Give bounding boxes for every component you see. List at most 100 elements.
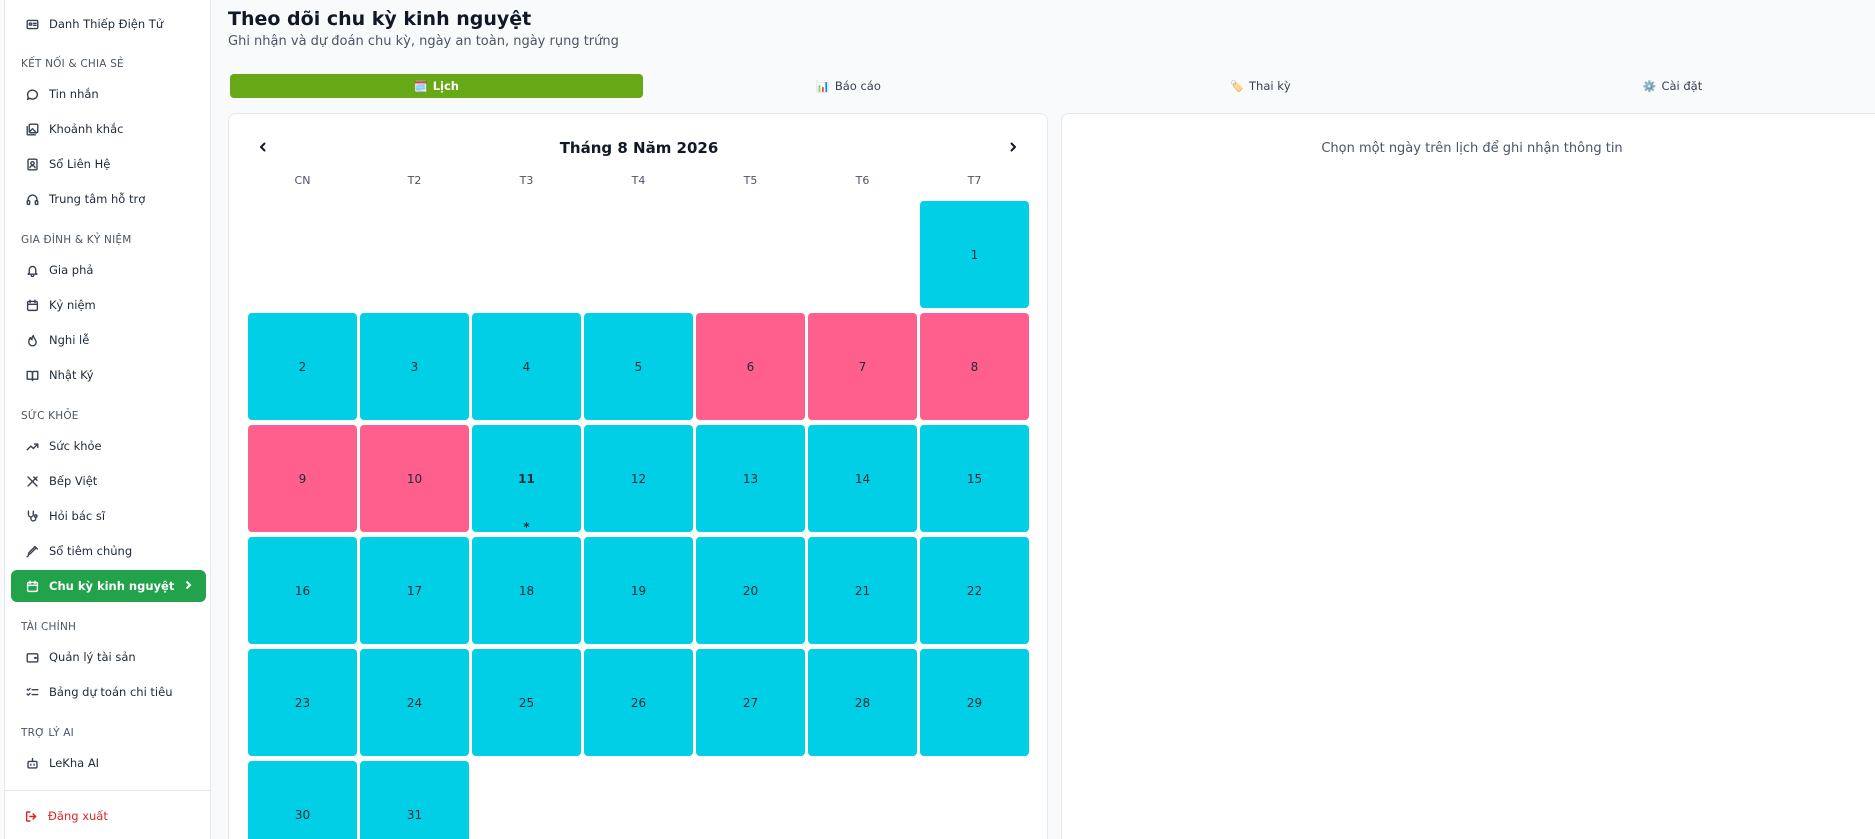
sidebar-item-label: Nhật Ký (49, 368, 94, 382)
day-number: 20 (742, 583, 759, 598)
day-number: 10 (406, 471, 423, 486)
calendar-day[interactable]: 29 (920, 649, 1029, 756)
day-number: 25 (518, 695, 535, 710)
sidebar-item-label: Chu kỳ kinh nguyệt (49, 579, 175, 593)
weekday-header: T4 (631, 174, 646, 187)
message-icon (25, 87, 39, 101)
sidebar-item-label: Kỷ niệm (49, 298, 96, 312)
sidebar-item-assets[interactable]: Quản lý tài sản (11, 641, 206, 673)
calendar-day[interactable]: 20 (696, 537, 805, 644)
sidebar-item-menstrual-cycle[interactable]: Chu kỳ kinh nguyệt (11, 570, 206, 602)
calendar-day[interactable]: 1 (920, 201, 1029, 308)
section-label-connect: KẾT NỐI & CHIA SẺ (21, 58, 124, 70)
calendar-day[interactable]: 25 (472, 649, 581, 756)
calendar-day[interactable]: 31 (360, 761, 469, 839)
sidebar-item-vaccination[interactable]: Sổ tiêm chủng (11, 535, 206, 567)
sidebar-item-viet-kitchen[interactable]: Bếp Việt (11, 465, 206, 497)
tab-report[interactable]: 📊 Báo cáo (642, 74, 1055, 98)
calendar-day[interactable]: 5 (584, 313, 693, 420)
sidebar-item-ask-doctor[interactable]: Hỏi bác sĩ (11, 500, 206, 532)
next-month-button[interactable] (1001, 135, 1025, 159)
calendar-day-period[interactable]: 8 (920, 313, 1029, 420)
day-number: 23 (294, 695, 311, 710)
calendar-day-period[interactable]: 7 (808, 313, 917, 420)
sidebar-item-business-card[interactable]: Danh Thiếp Điện Tử (11, 8, 206, 40)
sidebar-item-ceremonies[interactable]: Nghi lễ (11, 324, 206, 356)
sidebar-item-label: Sổ Liên Hệ (49, 157, 111, 171)
logout-button[interactable]: Đăng xuất (25, 806, 108, 826)
day-number: 4 (522, 359, 531, 374)
calendar-heart-icon (25, 298, 39, 312)
calendar-day[interactable]: 13 (696, 425, 805, 532)
calendar-day-period[interactable]: 6 (696, 313, 805, 420)
calendar-day[interactable]: 30 (248, 761, 357, 839)
section-label-finance: TÀI CHÍNH (21, 621, 77, 633)
page-title: Theo dõi chu kỳ kinh nguyệt (228, 8, 532, 30)
calendar-day[interactable]: 2 (248, 313, 357, 420)
day-number: 5 (634, 359, 643, 374)
day-number: 13 (742, 471, 759, 486)
calendar-day-period[interactable]: 9 (248, 425, 357, 532)
calendar-day[interactable]: 12 (584, 425, 693, 532)
sidebar-item-contacts[interactable]: Sổ Liên Hệ (11, 148, 206, 180)
tab-settings[interactable]: ⚙️ Cài đặt (1466, 74, 1875, 98)
day-number: 1 (970, 247, 979, 262)
sidebar-item-label: Bảng dự toán chi tiêu (49, 685, 173, 699)
sidebar-item-moments[interactable]: Khoảnh khắc (11, 113, 206, 145)
calendar-day[interactable]: 16 (248, 537, 357, 644)
sidebar-item-messages[interactable]: Tin nhắn (11, 78, 206, 110)
sidebar-item-label: Hỏi bác sĩ (49, 509, 106, 523)
sidebar-divider (5, 790, 211, 791)
calendar-day[interactable]: 14 (808, 425, 917, 532)
calendar-day[interactable]: 27 (696, 649, 805, 756)
prev-month-button[interactable] (251, 135, 275, 159)
sidebar-item-memories[interactable]: Kỷ niệm (11, 289, 206, 321)
flame-icon (25, 333, 39, 347)
calendar-day[interactable]: 23 (248, 649, 357, 756)
calendar-day[interactable]: 3 (360, 313, 469, 420)
month-title: Tháng 8 Năm 2026 (559, 139, 719, 157)
sidebar-item-diary[interactable]: Nhật Ký (11, 359, 206, 391)
calendar-day[interactable]: 26 (584, 649, 693, 756)
tab-pregnancy[interactable]: 🏷️ Thai kỳ (1054, 74, 1467, 98)
sidebar-item-family-tree[interactable]: Gia phả (11, 254, 206, 286)
day-number: 29 (966, 695, 983, 710)
calendar-day[interactable]: 17 (360, 537, 469, 644)
day-number: 11 (518, 471, 535, 486)
day-number: 26 (630, 695, 647, 710)
calendar-day[interactable]: 24 (360, 649, 469, 756)
logout-label: Đăng xuất (48, 809, 108, 823)
day-number: 31 (406, 807, 423, 822)
day-number: 21 (854, 583, 871, 598)
calendar-day[interactable]: 21 (808, 537, 917, 644)
calendar-day[interactable]: 19 (584, 537, 693, 644)
sidebar-item-support[interactable]: Trung tâm hỗ trợ (11, 183, 206, 215)
trending-up-icon (25, 439, 39, 453)
today-marker: * (523, 520, 530, 534)
calendar-day[interactable]: 11 * (472, 425, 581, 534)
images-icon (25, 122, 39, 136)
day-number: 6 (746, 359, 755, 374)
day-info-panel: Chọn một ngày trên lịch để ghi nhận thôn… (1061, 113, 1875, 839)
sidebar-item-label: Danh Thiếp Điện Tử (49, 17, 164, 31)
tab-calendar[interactable]: 🗓️ Lịch (230, 74, 643, 98)
sidebar-item-label: Khoảnh khắc (49, 122, 124, 136)
calendar-day[interactable]: 22 (920, 537, 1029, 644)
day-number: 15 (966, 471, 983, 486)
sidebar-item-budget[interactable]: Bảng dự toán chi tiêu (11, 676, 206, 708)
calendar-icon (25, 579, 39, 593)
gear-icon: ⚙️ (1642, 79, 1657, 93)
calendar-day[interactable]: 28 (808, 649, 917, 756)
calendar-day[interactable]: 18 (472, 537, 581, 644)
sidebar-item-health[interactable]: Sức khỏe (11, 430, 206, 462)
calendar-day-period[interactable]: 10 (360, 425, 469, 532)
calendar-day[interactable]: 4 (472, 313, 581, 420)
day-number: 24 (406, 695, 423, 710)
calendar-day[interactable]: 15 (920, 425, 1029, 532)
sidebar-item-lekha-ai[interactable]: LeKha AI (11, 747, 206, 779)
sidebar-item-label: Gia phả (49, 263, 94, 277)
chevron-right-icon (182, 579, 194, 591)
wallet-icon (25, 650, 39, 664)
weekday-header: T3 (519, 174, 534, 187)
